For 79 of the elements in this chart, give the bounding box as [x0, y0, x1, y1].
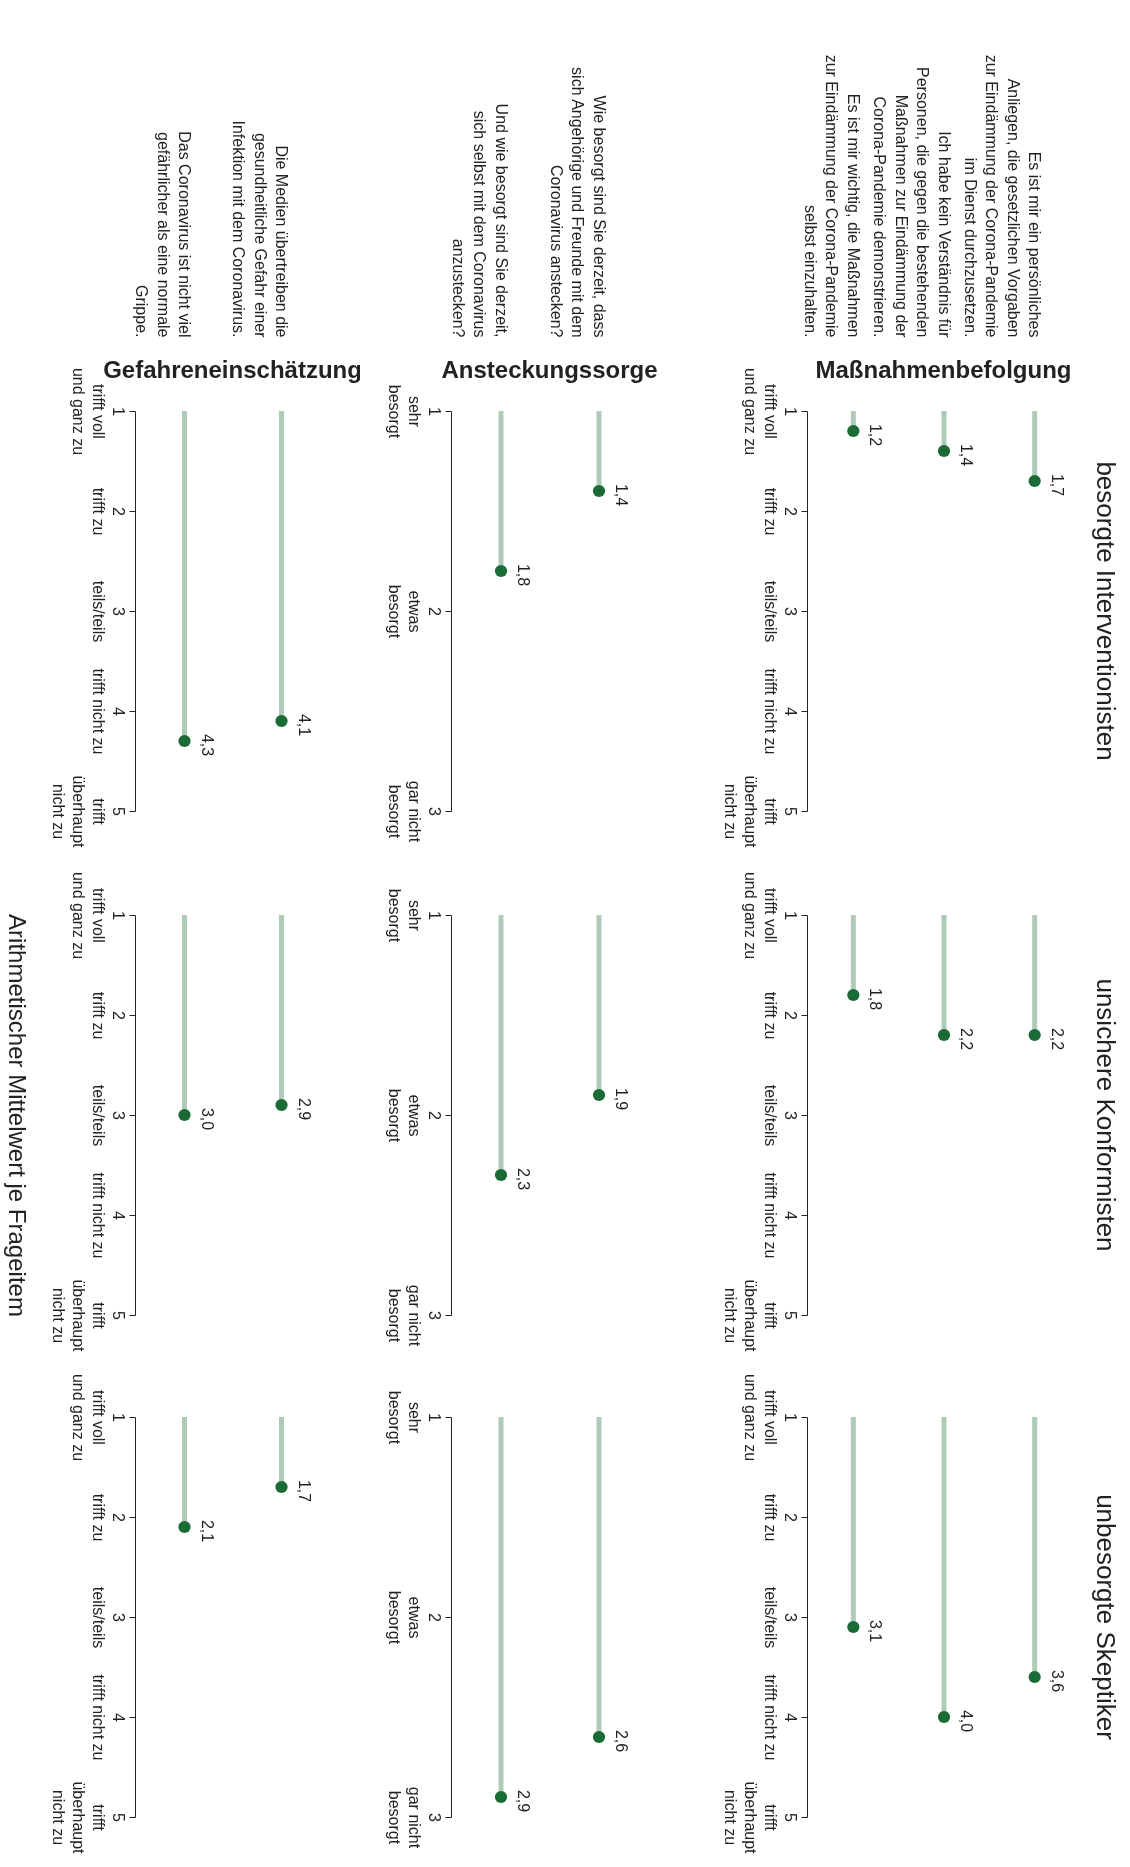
data-label: 4,3 [198, 733, 216, 757]
x-tick-label: Es ist mir ein persönliches Anliegen, die gesetzlichen Vorgaben zur Eindämmung der Corona-Pandemie im Dienst durchzusetzen. [961, 54, 1044, 338]
data-label: 1,7 [295, 1479, 313, 1503]
data-label: 1,9 [613, 1087, 630, 1111]
y-tick-label: 2 etwas besorgt [385, 1590, 443, 1645]
y-tick-label: 1 trifft voll und ganz zu [69, 1373, 127, 1462]
data-label: 2,2 [958, 1027, 975, 1051]
data-label: 2,3 [515, 1167, 532, 1191]
x-tick-label: Das Coronavirus ist nicht viel gefährlicher als eine normale Grippe. [133, 131, 193, 338]
y-tick-label: 3 gar nicht besorgt [385, 1786, 443, 1849]
y-tick-label: 4 trifft nicht zu [761, 668, 799, 755]
y-tick-label: 2 trifft zu [89, 487, 127, 536]
text: besorgte Interventionisten [1091, 461, 1121, 761]
y-tick-label: 1 sehr besorgt [385, 384, 443, 439]
y-tick-label: 3 gar nicht besorgt [385, 1284, 443, 1347]
y-tick-label: 2 trifft zu [89, 1493, 127, 1542]
x-tick-label: Und wie besorgt sind Sie derzeit, sich selbst mit dem Coronavirus anzustecken? [449, 103, 510, 338]
data-label: 1,4 [958, 443, 975, 467]
y-tick-label: 1 trifft voll und ganz zu [741, 1373, 799, 1462]
y-tick-label: 4 trifft nicht zu [761, 1674, 799, 1761]
x-tick-label: Wie besorgt sind Sie derzeit, dass sich Angehörige und Freunde mit dem Coronavirus anstecken? [547, 67, 608, 338]
y-tick-label: 5 trifft überhaupt nicht zu [49, 1781, 127, 1855]
y-tick-label: 3 teils/teils [761, 580, 799, 643]
x-tick-label: Ich habe kein Verständnis für Personen, die gegen die bestehenden Maßnahmen zur Eindämmung der Corona-Pandemie demonstrieren. [871, 67, 953, 339]
data-label: 3,0 [198, 1107, 216, 1131]
point [937, 1710, 951, 1724]
x-tick-label: Es ist mir wichtig, die Maßnahmen zur Eindämmung der Corona-Pandemie selbst einzuhalten. [801, 54, 862, 338]
data-label: 2,9 [515, 1789, 532, 1813]
y-tick-label: 2 trifft zu [761, 1493, 799, 1542]
data-label: 1,8 [867, 987, 885, 1011]
point [1028, 474, 1041, 488]
data-label: 3,6 [1048, 1669, 1066, 1693]
data-label: 1,7 [1048, 473, 1066, 497]
point [1028, 1670, 1041, 1684]
y-tick-label: 5 trifft überhaupt nicht zu [721, 775, 799, 849]
y-tick-label: 4 trifft nicht zu [761, 1172, 799, 1259]
x-axis-title: Ansteckungssorge [441, 355, 658, 383]
point [847, 424, 860, 438]
y-tick-label: 3 teils/teils [761, 1586, 799, 1649]
y-tick-label: 2 trifft zu [761, 487, 799, 536]
x-tick-label: Die Medien übertreiben die gesundheitliche Gefahr einer Infektion mit dem Coronavirus. [230, 120, 290, 339]
x-axis-title: Gefahreneinschätzung [103, 355, 362, 383]
y-tick-label: 4 trifft nicht zu [89, 1674, 127, 1761]
y-tick-label: 4 trifft nicht zu [89, 668, 127, 755]
data-label: 2,9 [295, 1097, 313, 1121]
y-tick-label: 1 trifft voll und ganz zu [741, 367, 799, 456]
y-tick-label: 1 sehr besorgt [385, 1390, 443, 1445]
data-label: 1,4 [613, 483, 630, 507]
x-axis-title: Maßnahmenbefolgung [815, 355, 1072, 383]
y-tick-label: 2 etwas besorgt [385, 584, 443, 639]
y-tick-label: 3 teils/teils [89, 580, 127, 643]
y-axis-title: Arithmetischer Mittelwert je Frageitem [3, 914, 31, 1317]
y-tick-label: 5 trifft überhaupt nicht zu [721, 1279, 799, 1353]
data-label: 1,2 [867, 423, 885, 447]
y-tick-label: 1 sehr besorgt [385, 888, 443, 943]
y-tick-label: 3 teils/teils [89, 1084, 127, 1147]
data-label: 2,2 [1048, 1027, 1066, 1051]
point [937, 444, 951, 458]
y-tick-label: 2 trifft zu [89, 991, 127, 1040]
y-tick-label: 3 teils/teils [761, 1084, 799, 1147]
y-tick-label: 3 gar nicht besorgt [385, 780, 443, 843]
point [847, 1620, 860, 1634]
y-tick-label: 1 trifft voll und ganz zu [69, 871, 127, 960]
y-tick-label: 5 trifft überhaupt nicht zu [49, 775, 127, 849]
y-tick-label: 3 teils/teils [89, 1586, 127, 1649]
y-tick-label: 2 trifft zu [761, 991, 799, 1040]
y-tick-label: 5 trifft überhaupt nicht zu [49, 1279, 127, 1353]
data-label: 2,1 [198, 1519, 216, 1543]
data-label: 2,6 [613, 1729, 630, 1753]
data-label: 4,0 [958, 1709, 975, 1733]
y-tick-label: 1 trifft voll und ganz zu [741, 871, 799, 960]
data-label: 4,1 [295, 713, 313, 737]
text: unbesorgte Skeptiker [1091, 1494, 1121, 1741]
data-label: 1,8 [515, 563, 532, 587]
y-tick-label: 2 etwas besorgt [385, 1088, 443, 1143]
data-label: 3,1 [867, 1619, 885, 1643]
y-tick-label: 4 trifft nicht zu [89, 1172, 127, 1259]
text: unsichere Konformisten [1091, 978, 1121, 1252]
y-tick-label: 5 trifft überhaupt nicht zu [721, 1781, 799, 1855]
